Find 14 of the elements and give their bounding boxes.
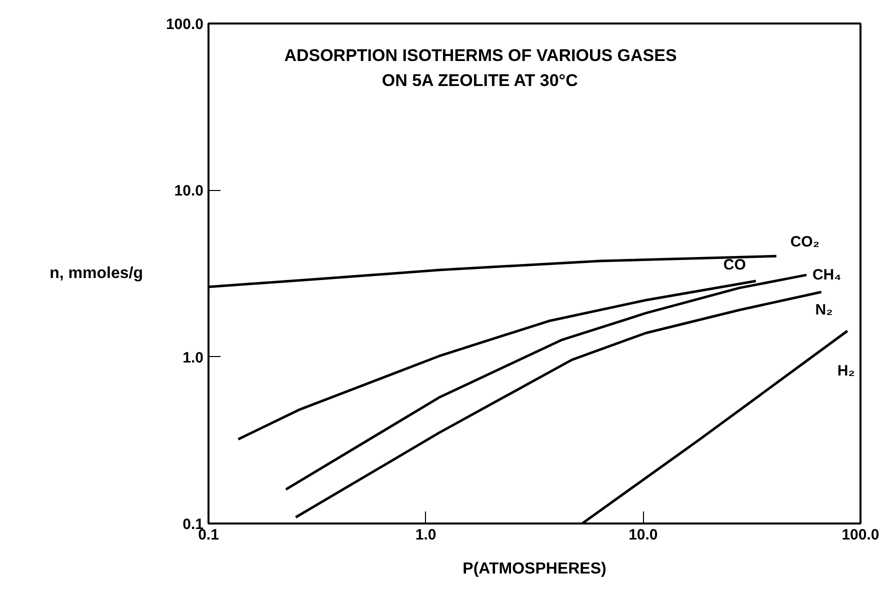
x-tick-label: 1.0	[415, 526, 436, 544]
x-axis-title: P(ATMOSPHERES)	[462, 560, 606, 578]
series-label: CO	[723, 256, 746, 274]
series-label: CH₄	[812, 266, 842, 284]
series-label: CO₂	[790, 234, 820, 251]
x-tick-label: 10.0	[628, 526, 658, 544]
series-label: N₂	[815, 301, 833, 318]
series-label: H₂	[837, 362, 855, 380]
x-tick-label: 100.0	[842, 526, 880, 544]
y-tick-label: 1.0	[182, 349, 204, 366]
y-axis-title: n, mmoles/g	[50, 265, 143, 282]
y-tick-label: 10.0	[174, 182, 204, 200]
text: ADSORPTION ISOTHERMS OF VARIOUS GASES ON 5A ZEOLITE AT 30°C	[284, 46, 677, 90]
y-tick-label: 100.0	[166, 16, 204, 33]
